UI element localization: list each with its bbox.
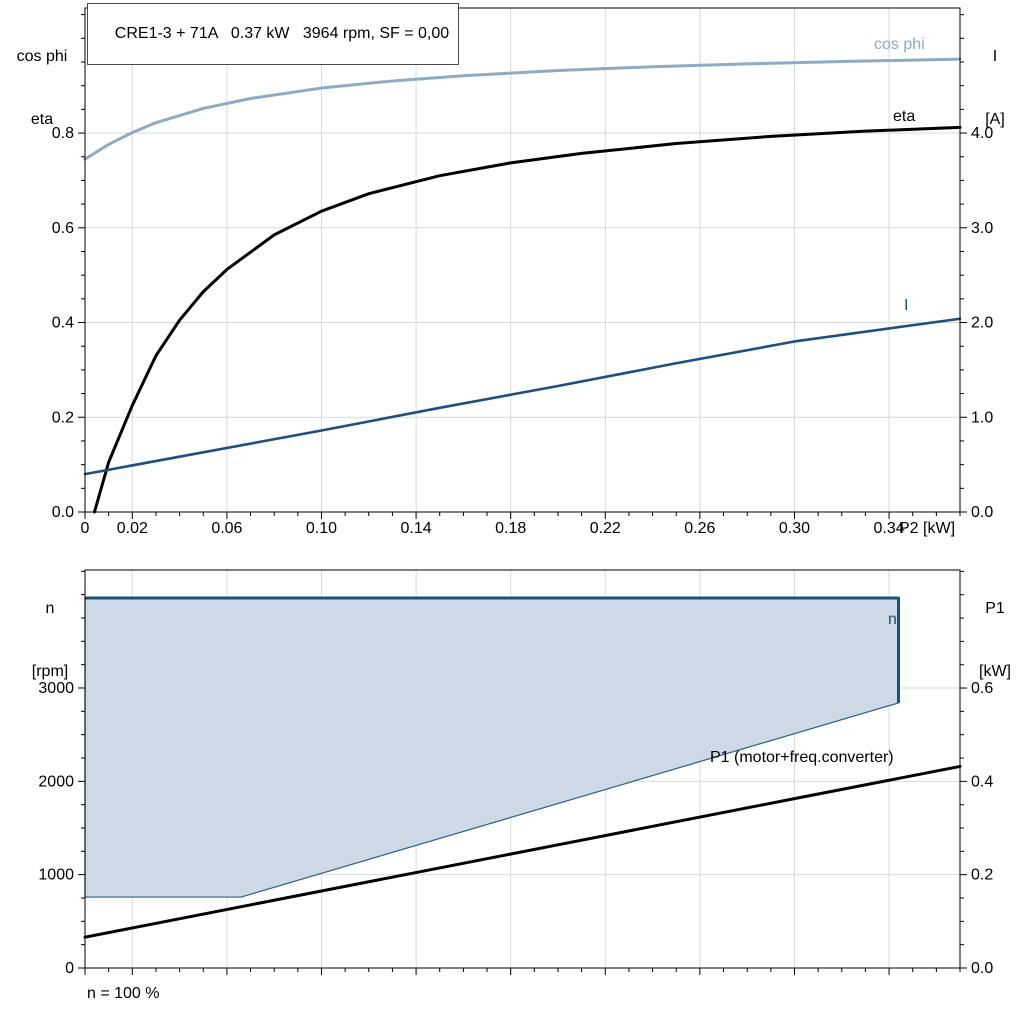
- y-right-tick-label: 0.4: [971, 773, 993, 790]
- x-tick-label: 0: [81, 520, 90, 537]
- right-axis-title-top: I [A]: [966, 4, 1024, 172]
- p1-unit-label: [kW]: [979, 663, 1011, 680]
- eta-curve-label: eta: [893, 108, 916, 125]
- plot-frame: [84, 7, 961, 513]
- y-right-tick-label: 4.0: [971, 125, 993, 142]
- x-tick-label: 0.22: [590, 520, 621, 537]
- p1-motor-freq-converter-curve: [83, 764, 962, 939]
- current-axis-label: I: [992, 48, 998, 65]
- plot-frame: [84, 569, 961, 969]
- y-right-tick-label: 0.6: [971, 680, 993, 697]
- p1-axis-label: P1: [985, 600, 1005, 617]
- right-axis-title-bottom: P1 [kW]: [966, 556, 1024, 724]
- y-right-tick-label: 0.0: [971, 504, 993, 521]
- speed-unit-label: [rpm]: [31, 663, 69, 680]
- y-left-tick-label: 0: [65, 960, 74, 977]
- cos-phi-axis-label: cos phi: [16, 48, 68, 65]
- x-tick-label: 0.02: [117, 520, 148, 537]
- y-left-tick-label: 0.6: [52, 220, 74, 237]
- p1-curve-label: P1 (motor+freq.converter): [710, 749, 894, 766]
- cos-phi-curve: [83, 57, 962, 161]
- y-left-tick-label: 0.2: [52, 409, 74, 426]
- chart-title-box: CRE1-3 + 71A 0.37 kW 3964 rpm, SF = 0,00: [87, 3, 460, 65]
- y-left-tick-label: 0.0: [52, 504, 74, 521]
- cos-phi-curve-label: cos phi: [874, 36, 925, 53]
- top-chart-svg: 0 0.02 0.06 0.10 0.14 0.18 0.22 0.26 0.30 0.34 0.0…: [52, 7, 993, 537]
- eta-curve: [92, 125, 962, 514]
- y-right-tick-label: 0.0: [971, 960, 993, 977]
- y-right-tick-label: 3.0: [971, 220, 993, 237]
- x-axis-label: P2 [kW]: [899, 520, 956, 537]
- speed-percentage-note: n = 100 %: [87, 985, 160, 1002]
- left-axis-title-bottom: n [rpm]: [14, 556, 86, 724]
- x-tick-label: 0.10: [306, 520, 337, 537]
- speed-curve-label: n: [888, 611, 897, 628]
- y-left-tick-label: 3000: [38, 680, 74, 697]
- x-tick-label: 0.14: [401, 520, 432, 537]
- chart-title: CRE1-3 + 71A 0.37 kW 3964 rpm, SF = 0,00: [114, 25, 450, 42]
- x-tick-label: 0.06: [211, 520, 242, 537]
- y-right-tick-label: 1.0: [971, 409, 993, 426]
- y-left-tick-label: 0.8: [52, 125, 74, 142]
- i-curve: [83, 317, 962, 476]
- y-left-tick-label: 1000: [38, 867, 74, 884]
- x-tick-label: 0.26: [684, 520, 715, 537]
- eta-axis-label: eta: [30, 111, 54, 128]
- bottom-chart-svg: 0 1000 2000 3000 0.0 0.2 0.4 0.6: [38, 569, 993, 977]
- x-tick-label: 0.30: [779, 520, 810, 537]
- x-tick-label: 0.18: [495, 520, 526, 537]
- y-right-tick-label: 2.0: [971, 315, 993, 332]
- y-left-tick-label: 0.4: [52, 315, 74, 332]
- speed-axis-label: n: [45, 600, 55, 617]
- y-left-tick-label: 2000: [38, 773, 74, 790]
- x-tick-label: 0.34: [873, 520, 904, 537]
- current-unit-label: [A]: [985, 111, 1005, 128]
- current-curve-label: I: [904, 297, 909, 314]
- left-axis-title-top: cos phi eta: [2, 4, 82, 172]
- speed-envelope-line: [85, 596, 901, 703]
- y-right-tick-label: 0.2: [971, 867, 993, 884]
